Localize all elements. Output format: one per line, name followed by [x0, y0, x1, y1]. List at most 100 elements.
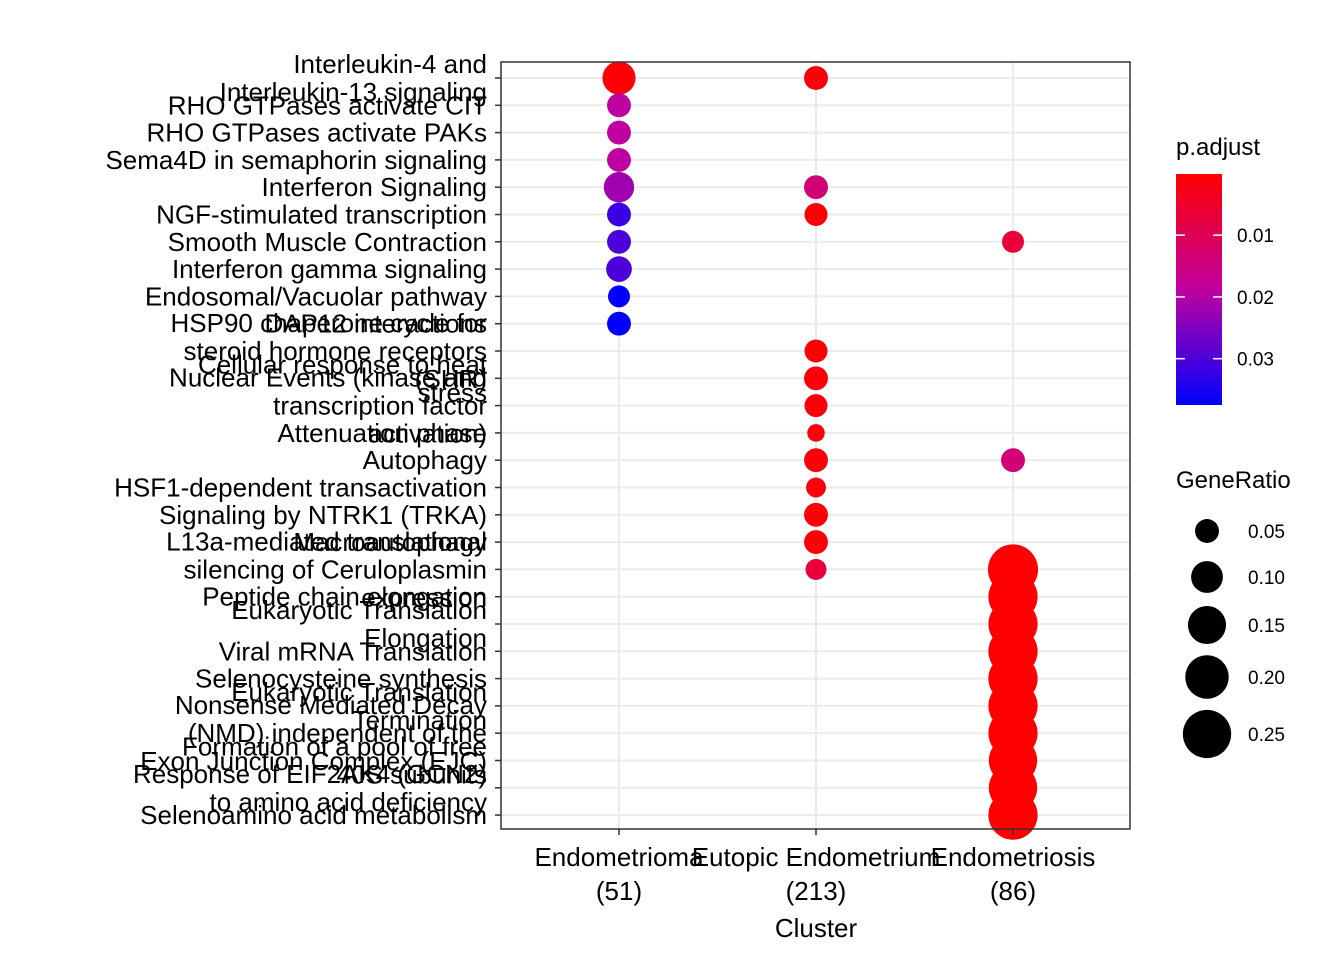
size-legend-label: 0.15 — [1248, 616, 1285, 637]
x-tick-label-name: Endometriosis — [931, 842, 1096, 872]
x-axis-labels: Endometrioma (51) Eutopic Endometrium (213)… — [534, 829, 1095, 906]
y-tick-label-line: RHO GTPases activate CIT — [168, 90, 487, 120]
y-tick-label: Formation of a pool of free 40S subunits — [182, 732, 487, 790]
y-tick-label: Autophagy — [363, 445, 487, 475]
size-legend-label: 0.20 — [1248, 668, 1285, 689]
y-tick-label-line: silencing of Ceruloplasmin — [184, 554, 487, 584]
y-axis-labels: Interleukin-4 and Interleukin-13 signalin… — [105, 49, 501, 830]
data-point — [606, 256, 632, 282]
y-tick-label: Peptide chain elongation — [202, 582, 487, 612]
p-adjust-legend: p.adjust 0.01 0.02 0.03 — [1176, 134, 1274, 405]
data-point — [1001, 448, 1025, 473]
y-tick-label-line: Macroautophagy — [293, 527, 487, 557]
data-point — [1002, 230, 1024, 253]
y-tick-label: Response of EIF2AK4 (GCN2) to amino acid … — [133, 759, 487, 817]
data-point — [607, 147, 631, 172]
y-tick-label-line: to amino acid deficiency — [210, 787, 487, 817]
y-tick-label-line: Autophagy — [363, 445, 487, 475]
y-tick-label: Interferon gamma signaling — [172, 254, 487, 284]
data-point — [607, 202, 631, 227]
y-tick-label: Interferon Signaling — [262, 172, 487, 202]
y-tick-label: Nuclear Events (kinase and transcription … — [169, 363, 487, 449]
size-legend-label: 0.25 — [1248, 725, 1285, 746]
y-tick-label: HSF1-dependent transactivation — [114, 473, 487, 503]
x-tick-label-count: (213) — [786, 876, 847, 906]
y-tick-label-line: HSP90 chaperone cycle for — [170, 308, 487, 338]
data-point — [804, 339, 828, 363]
colorbar-tick-label: 0.01 — [1237, 226, 1274, 247]
data-point — [804, 366, 828, 391]
y-tick-label-line: Nuclear Events (kinase and — [169, 363, 487, 393]
y-tick-label: Endosomal/Vacuolar pathway — [145, 281, 487, 311]
data-point — [607, 229, 631, 254]
y-tick-label-line: (NMD) independent of the — [188, 718, 487, 748]
data-point — [607, 311, 631, 336]
y-tick-label-line: stress — [418, 377, 487, 407]
y-tick-label-line: Elongation — [364, 623, 487, 653]
y-tick-label: Cellular response to heat stress — [198, 349, 488, 407]
y-tick-label-line: 40S subunits — [337, 760, 487, 790]
y-tick-label-line: Interleukin-13 signaling — [220, 77, 487, 107]
y-tick-label-line: Selenoamino acid metabolism — [140, 800, 487, 830]
y-tick-label-line: Interferon Signaling — [262, 172, 487, 202]
y-tick-label-line: Selenocysteine synthesis — [195, 664, 487, 694]
data-point — [804, 530, 828, 555]
y-tick-label-line: Exon Junction Complex (EJC) — [140, 746, 487, 776]
x-tick-label-name: Endometrioma — [534, 842, 704, 872]
data-point — [608, 285, 630, 308]
y-tick-label: HSP90 chaperone cycle for steroid hormone… — [170, 308, 487, 394]
y-tick-label-line: DAP12 interactions — [264, 309, 487, 339]
y-tick-label-line: HSF1-dependent transactivation — [114, 473, 487, 503]
y-tick-label-line: Interleukin-4 and — [293, 49, 487, 79]
data-point — [804, 394, 828, 418]
gene-ratio-legend-title: GeneRatio — [1176, 467, 1291, 494]
y-tick-label: Attenuation phase — [277, 418, 487, 448]
y-tick-label-line: Viral mRNA Translation — [219, 636, 487, 666]
data-point — [607, 120, 631, 145]
y-tick-label: DAP12 interactions — [264, 309, 487, 339]
y-tick-label: Selenocysteine synthesis — [195, 664, 487, 694]
colorbar-tick-label: 0.02 — [1237, 288, 1274, 309]
y-tick-label: NGF-stimulated transcription — [156, 200, 487, 230]
y-tick-label: L13a-mediated translational silencing of … — [166, 526, 487, 612]
p-adjust-legend-title: p.adjust — [1176, 134, 1260, 161]
colorbar-tick-label: 0.03 — [1237, 350, 1274, 371]
data-point — [804, 175, 828, 200]
data-point — [804, 502, 828, 527]
y-tick-label-line: steroid hormone receptors — [184, 336, 487, 366]
y-tick-label: Viral mRNA Translation — [219, 636, 487, 666]
size-legend-key — [1191, 561, 1223, 593]
y-tick-label: Macroautophagy — [293, 527, 487, 557]
data-point — [806, 477, 826, 498]
data-point — [603, 172, 635, 203]
data-point — [607, 93, 631, 118]
y-tick-label-line: RHO GTPases activate PAKs — [146, 118, 487, 148]
x-tick-label-count: (86) — [990, 876, 1036, 906]
y-tick-label: Selenoamino acid metabolism — [140, 800, 487, 830]
y-tick-label-line: NGF-stimulated transcription — [156, 200, 487, 230]
y-tick-label-line: Response of EIF2AK4 (GCN2) — [133, 759, 487, 789]
y-tick-label-line: Peptide chain elongation — [202, 582, 487, 612]
y-tick-label-line: Endosomal/Vacuolar pathway — [145, 281, 487, 311]
data-point — [804, 203, 828, 226]
y-tick-label-line: Interferon gamma signaling — [172, 254, 487, 284]
size-legend-label: 0.05 — [1248, 522, 1285, 543]
size-legend-label: 0.10 — [1248, 568, 1285, 589]
y-tick-label-line: (SHR) — [415, 364, 487, 394]
data-point — [988, 790, 1038, 840]
p-adjust-colorbar — [1176, 174, 1222, 405]
y-tick-label-line: Cellular response to heat — [198, 349, 488, 379]
size-legend-key — [1185, 655, 1229, 699]
y-tick-label-line: Eukaryotic Translation — [231, 677, 487, 707]
y-tick-label-line: transcription factor — [273, 391, 487, 421]
x-axis-title: Cluster — [775, 913, 858, 943]
y-tick-label-line: Formation of a pool of free — [182, 732, 487, 762]
data-point — [804, 448, 828, 473]
data-point — [804, 66, 828, 90]
y-tick-label: Sema4D in semaphorin signaling — [105, 145, 487, 175]
y-tick-label: RHO GTPases activate CIT — [168, 90, 487, 120]
data-point — [807, 424, 825, 442]
y-tick-label-line: Smooth Muscle Contraction — [168, 227, 487, 257]
y-tick-label-line: expression — [361, 582, 487, 612]
